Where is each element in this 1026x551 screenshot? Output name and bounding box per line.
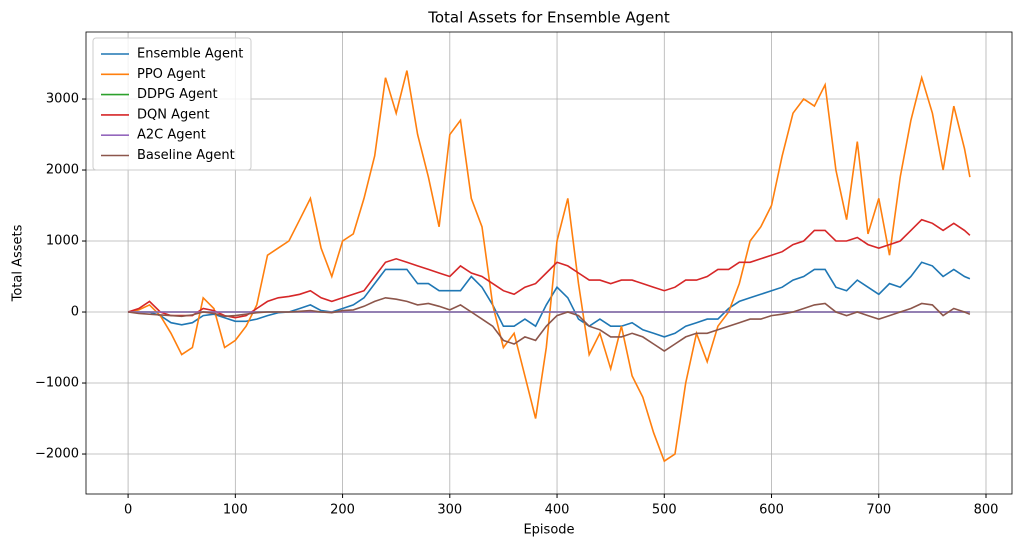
y-tick-label: 3000 <box>46 92 79 107</box>
legend-label: Ensemble Agent <box>137 47 243 62</box>
legend-label: PPO Agent <box>137 67 206 82</box>
x-tick-label: 0 <box>124 503 132 518</box>
legend-label: Baseline Agent <box>137 148 235 163</box>
x-tick-label: 100 <box>223 503 248 518</box>
y-tick-label: −1000 <box>35 376 79 391</box>
data-line <box>127 218 971 319</box>
x-tick-label: 600 <box>759 503 784 518</box>
legend-label: DDPG Agent <box>137 87 218 102</box>
legend-label: DQN Agent <box>137 107 210 122</box>
legend-label: A2C Agent <box>137 128 206 143</box>
legend-box <box>92 37 252 171</box>
y-tick-label: 2000 <box>46 163 79 178</box>
y-tick-label: 1000 <box>46 234 79 249</box>
y-axis-label: Total Assets <box>11 224 26 302</box>
x-tick-label: 700 <box>866 503 891 518</box>
x-axis-label: Episode <box>523 523 574 538</box>
x-tick-label: 800 <box>974 503 999 518</box>
x-tick-label: 500 <box>652 503 677 518</box>
x-tick-label: 200 <box>330 503 355 518</box>
data-line <box>127 296 971 353</box>
y-tick-label: 0 <box>71 305 79 320</box>
x-tick-label: 400 <box>545 503 570 518</box>
x-tick-label: 300 <box>437 503 462 518</box>
plot-frame <box>85 31 1013 495</box>
y-tick-label: −2000 <box>35 447 79 462</box>
chart-title: Total Assets for Ensemble Agent <box>427 9 670 27</box>
data-line <box>127 70 971 463</box>
